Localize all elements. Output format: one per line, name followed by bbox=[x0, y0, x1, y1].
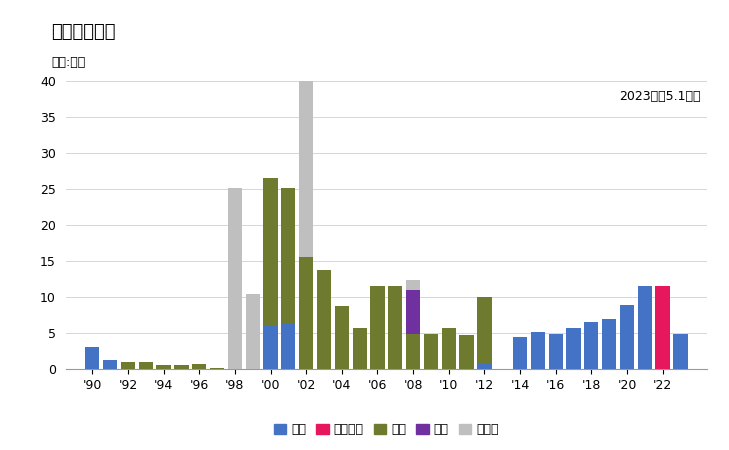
Bar bbox=[317, 270, 331, 369]
Bar bbox=[406, 334, 420, 369]
Bar bbox=[210, 368, 225, 369]
Bar bbox=[406, 280, 420, 290]
Bar bbox=[263, 326, 278, 369]
Bar bbox=[638, 286, 652, 369]
Bar bbox=[281, 324, 295, 369]
Bar bbox=[513, 338, 527, 369]
Bar bbox=[299, 257, 313, 369]
Bar bbox=[620, 305, 634, 369]
Bar bbox=[406, 290, 420, 334]
Bar bbox=[477, 363, 491, 369]
Bar bbox=[263, 178, 278, 326]
Bar bbox=[299, 2, 313, 257]
Text: 単位:トン: 単位:トン bbox=[51, 56, 85, 69]
Bar bbox=[459, 335, 474, 369]
Bar bbox=[477, 297, 491, 363]
Bar bbox=[655, 286, 670, 369]
Bar bbox=[121, 362, 135, 369]
Bar bbox=[602, 319, 616, 369]
Bar bbox=[139, 362, 153, 369]
Bar bbox=[281, 188, 295, 324]
Text: 輸出量の推移: 輸出量の推移 bbox=[51, 22, 115, 40]
Bar bbox=[192, 364, 206, 369]
Text: 2023年：5.1トン: 2023年：5.1トン bbox=[619, 90, 701, 103]
Bar bbox=[584, 322, 599, 369]
Legend: 香港, ベトナム, 韓国, 中国, その他: 香港, ベトナム, 韓国, 中国, その他 bbox=[269, 418, 504, 441]
Bar bbox=[531, 332, 545, 369]
Bar bbox=[674, 334, 687, 369]
Bar bbox=[103, 360, 117, 369]
Bar bbox=[227, 188, 242, 369]
Bar bbox=[246, 294, 260, 369]
Bar bbox=[370, 286, 385, 369]
Bar bbox=[85, 347, 99, 369]
Bar bbox=[353, 328, 367, 369]
Bar bbox=[174, 364, 189, 369]
Bar bbox=[566, 328, 580, 369]
Bar bbox=[157, 365, 171, 369]
Bar bbox=[424, 334, 438, 369]
Bar bbox=[548, 334, 563, 369]
Bar bbox=[335, 306, 349, 369]
Bar bbox=[442, 328, 456, 369]
Bar bbox=[388, 286, 402, 369]
